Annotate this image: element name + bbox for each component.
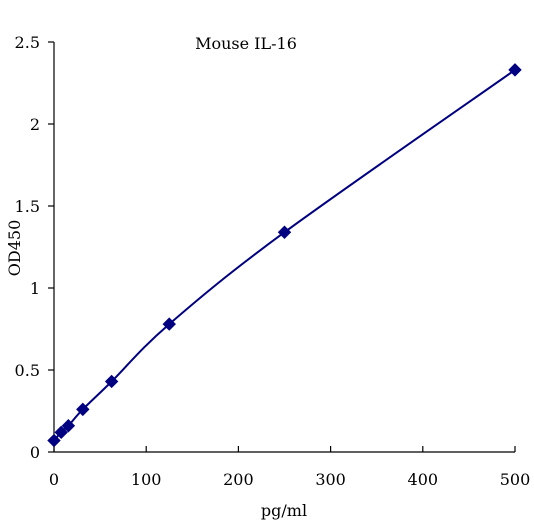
y-tick-label: 1.5 (15, 197, 40, 216)
y-tick-label: 0 (30, 443, 40, 462)
x-tick-label: 500 (500, 470, 531, 489)
data-point-marker (76, 402, 90, 417)
x-tick-label: 300 (315, 470, 346, 489)
x-tick-label: 200 (223, 470, 254, 489)
data-point-marker (508, 63, 522, 77)
x-axis-title: pg/ml (261, 501, 307, 520)
chart-title: Mouse IL-16 (195, 34, 297, 53)
axes (53, 42, 515, 453)
ticks: 0 0.5 1 1.5 2 2.5 0 100 200 300 400 500 (15, 33, 531, 489)
data-point-marker (61, 419, 76, 433)
y-axis-title: OD450 (5, 220, 24, 276)
y-tick-label: 0.5 (15, 361, 40, 380)
y-tick-label: 2.5 (15, 33, 40, 52)
series-line (53, 69, 516, 442)
data-point-marker (277, 225, 292, 239)
data-point-marker (104, 374, 119, 389)
data-point-marker (47, 433, 61, 448)
data-point-marker (54, 425, 68, 440)
x-tick-label: 400 (408, 470, 439, 489)
plot-area (47, 63, 522, 448)
x-tick-label: 100 (131, 470, 162, 489)
data-point-marker (162, 317, 176, 331)
y-tick-label: 2 (30, 115, 40, 134)
y-tick-label: 1 (30, 279, 40, 298)
x-tick-label: 0 (49, 470, 59, 489)
